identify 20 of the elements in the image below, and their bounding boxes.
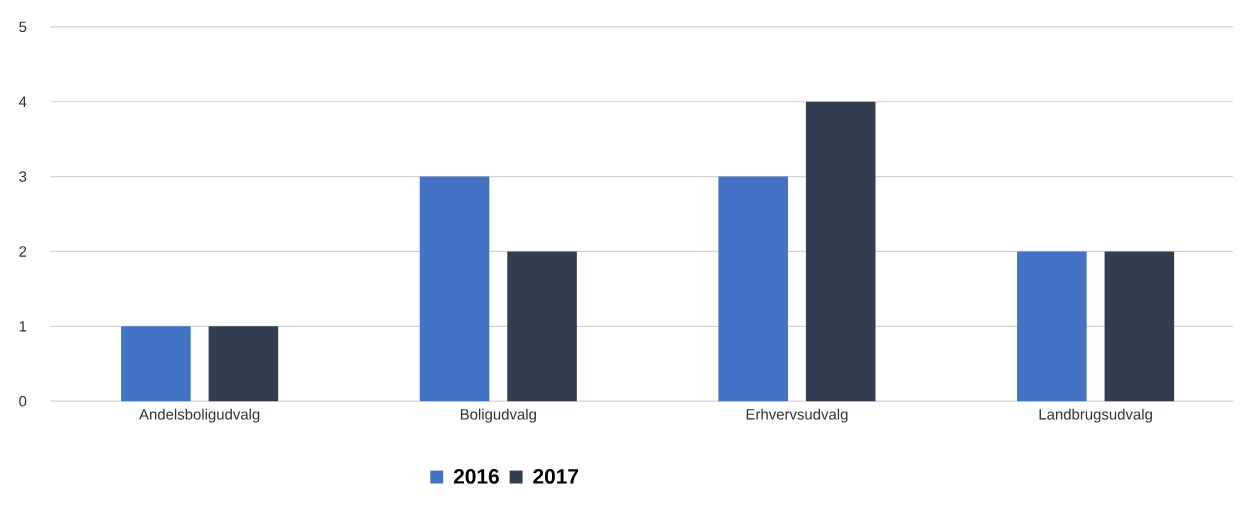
y-tick-label: 3 <box>19 171 27 183</box>
y-tick-label: 4 <box>18 96 27 108</box>
y-tick-label: 1 <box>19 321 27 332</box>
legend-label: 2017 <box>533 469 579 484</box>
legend-label: 2016 <box>453 469 499 484</box>
bar <box>805 101 876 402</box>
x-tick-label: Landbrugsudvalg <box>1039 408 1152 423</box>
bar <box>121 326 191 402</box>
bar <box>1017 251 1087 402</box>
x-tick-label: Erhvervsudvalg <box>746 408 848 423</box>
bar <box>507 251 577 402</box>
bar <box>1104 251 1175 402</box>
x-tick-label: Andelsboligudvalg <box>139 408 260 423</box>
y-tick-label: 0 <box>19 396 27 407</box>
y-tick-label: 2 <box>19 246 27 257</box>
x-tick-label: Boligudvalg <box>460 408 536 423</box>
bar <box>208 326 279 402</box>
y-tick-label: 5 <box>19 21 27 33</box>
bar <box>718 176 788 402</box>
bar <box>419 176 490 402</box>
